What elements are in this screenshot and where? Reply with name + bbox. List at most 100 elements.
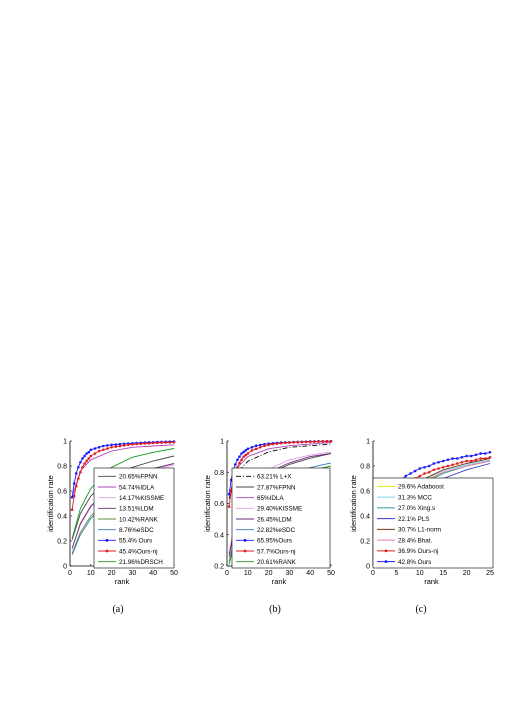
data-point: [437, 467, 440, 470]
x-tick-label: 10: [244, 570, 252, 577]
data-point: [246, 452, 250, 455]
data-point: [85, 452, 88, 455]
data-point: [97, 449, 101, 453]
y-axis-label: identification rate: [203, 475, 212, 532]
y-tick-label: 1: [220, 439, 224, 446]
data-point: [227, 505, 231, 508]
x-tick-label: 0: [371, 570, 375, 577]
data-point: [114, 443, 118, 446]
data-point: [313, 440, 316, 443]
legend-label: 20.61%RANK: [257, 559, 297, 566]
data-point: [70, 508, 74, 512]
data-point: [93, 447, 97, 450]
y-axis-label: identification rate: [46, 475, 55, 532]
legend-box: [372, 477, 494, 569]
data-point: [404, 474, 408, 478]
x-tick-label: 20: [463, 570, 471, 577]
data-point: [81, 457, 84, 460]
data-point: [308, 440, 312, 444]
data-point: [79, 460, 82, 464]
data-point: [484, 457, 487, 460]
x-tick-label: 25: [486, 570, 494, 577]
data-point: [441, 465, 445, 469]
data-point: [151, 441, 155, 445]
legend-label: 42.8% Ours: [398, 559, 431, 566]
x-axis-label: rank: [424, 577, 439, 586]
data-point: [296, 440, 300, 444]
y-tick-label: 0.6: [360, 489, 370, 496]
data-point: [427, 464, 431, 468]
legend-label: 26.45%LDM: [257, 516, 292, 523]
data-point: [413, 469, 417, 473]
data-point: [479, 457, 482, 460]
y-tick-label: 0.4: [360, 514, 370, 521]
legend-label: 10.42%RANK: [119, 516, 159, 523]
x-tick-label: 15: [439, 570, 447, 577]
data-point: [114, 445, 118, 448]
data-point: [101, 448, 105, 452]
data-point: [469, 459, 473, 463]
y-tick-label: 1: [63, 439, 67, 446]
data-point: [460, 460, 464, 464]
panel-label-a: (a): [112, 604, 124, 615]
data-point: [258, 443, 262, 447]
x-tick-label: 40: [306, 570, 314, 577]
data-point: [275, 442, 279, 445]
data-point: [93, 452, 97, 455]
data-point: [79, 470, 82, 474]
chart-panel-b: 0.20.40.60.810 10 20 30 40 50rankidentificati…: [203, 439, 335, 587]
data-point: [488, 455, 492, 459]
data-point: [87, 450, 91, 454]
legend-marker: [105, 549, 109, 553]
x-axis-label: rank: [115, 577, 130, 586]
legend-label: 20.65%FPNN: [119, 474, 158, 481]
legend-marker: [105, 538, 109, 542]
data-point: [72, 494, 76, 498]
legend-label: 55.4% Ours: [119, 538, 152, 545]
data-point: [254, 444, 258, 447]
data-point: [427, 470, 431, 474]
data-point: [131, 443, 134, 446]
data-point: [172, 440, 176, 444]
data-point: [156, 441, 159, 445]
data-point: [279, 441, 283, 445]
data-point: [236, 458, 239, 462]
data-point: [423, 472, 426, 475]
data-point: [106, 444, 109, 447]
data-point: [83, 454, 86, 458]
data-point: [258, 445, 262, 449]
data-point: [143, 442, 147, 445]
data-point: [292, 441, 295, 444]
data-point: [304, 440, 308, 444]
legend-label: 8.76%eSDC: [119, 527, 154, 534]
data-point: [240, 452, 243, 455]
y-tick-label: 0.6: [57, 489, 67, 496]
data-point: [227, 492, 231, 496]
data-point: [238, 461, 241, 465]
legend-label: 22.1% PLS: [398, 516, 430, 523]
legend-label: 27.0% Xing.s: [398, 505, 435, 512]
legend-label: 27.87%FPNN: [257, 484, 296, 491]
data-point: [244, 453, 248, 457]
data-point: [288, 441, 291, 444]
legend-label: 65.95%Ours: [257, 538, 292, 545]
data-point: [87, 457, 91, 460]
x-tick-label: 50: [170, 570, 178, 577]
x-tick-label: 50: [327, 570, 335, 577]
data-point: [437, 460, 440, 464]
data-point: [441, 459, 445, 463]
data-point: [147, 441, 151, 445]
data-point: [246, 447, 250, 451]
y-tick-label: 0.8: [360, 464, 370, 471]
data-point: [240, 458, 243, 462]
data-point: [418, 467, 422, 470]
x-tick-label: 20: [108, 570, 116, 577]
data-point: [238, 455, 241, 458]
legend-label: 30.7% L1-norm: [398, 527, 441, 534]
panel-label-c: (c): [415, 604, 427, 615]
data-point: [325, 440, 329, 443]
legend: 63.21% L+X 27.87%FPNN 65%IDLA 29.40%KISSME 2…: [231, 467, 331, 569]
y-axis-label: identification rate: [349, 475, 358, 532]
legend-marker: [384, 549, 388, 553]
